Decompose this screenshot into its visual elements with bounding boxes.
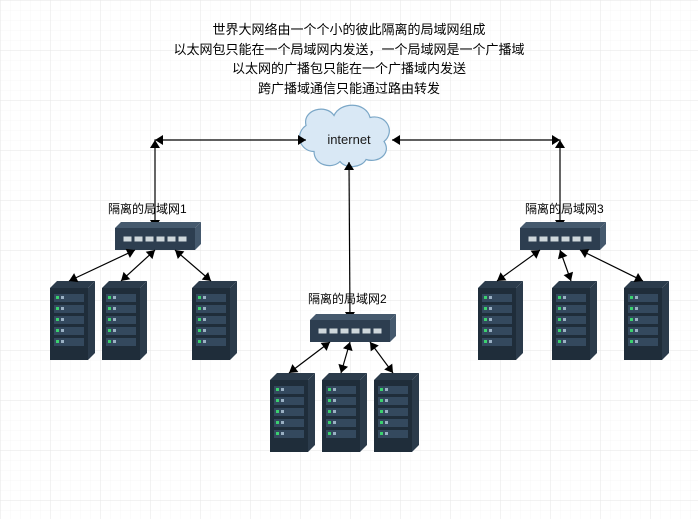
lan1-server-1 [50, 281, 95, 360]
caption-block: 世界大网络由一个个小的彼此隔离的局域网组成 以太网包只能在一个局域网内发送，一个… [0, 20, 698, 98]
internet-cloud: internet [300, 105, 390, 166]
lan3-server-3 [624, 281, 669, 360]
caption-line: 世界大网络由一个个小的彼此隔离的局域网组成 [0, 20, 698, 40]
lan2-switch [310, 314, 396, 342]
caption-line: 跨广播域通信只能通过路由转发 [0, 79, 698, 99]
lan1-label: 隔离的局域网1 [108, 200, 187, 217]
lan2-label: 隔离的局域网2 [308, 290, 387, 307]
diagram-canvas: 世界大网络由一个个小的彼此隔离的局域网组成 以太网包只能在一个局域网内发送，一个… [0, 0, 698, 519]
lan3-server-1 [478, 281, 523, 360]
lan2-server-1 [270, 373, 315, 452]
caption-line: 以太网包只能在一个局域网内发送，一个局域网是一个广播域 [0, 40, 698, 60]
lan3-label: 隔离的局域网3 [525, 200, 604, 217]
cloud-label: internet [327, 132, 371, 147]
lan3-server-2 [552, 281, 597, 360]
lan1-server-3 [192, 281, 237, 360]
caption-line: 以太网的广播包只能在一个广播域内发送 [0, 59, 698, 79]
lan1-switch [115, 222, 201, 250]
lan1-server-2 [102, 281, 147, 360]
lan2-server-3 [374, 373, 419, 452]
lan3-switch [520, 222, 606, 250]
lan2-server-2 [322, 373, 367, 452]
